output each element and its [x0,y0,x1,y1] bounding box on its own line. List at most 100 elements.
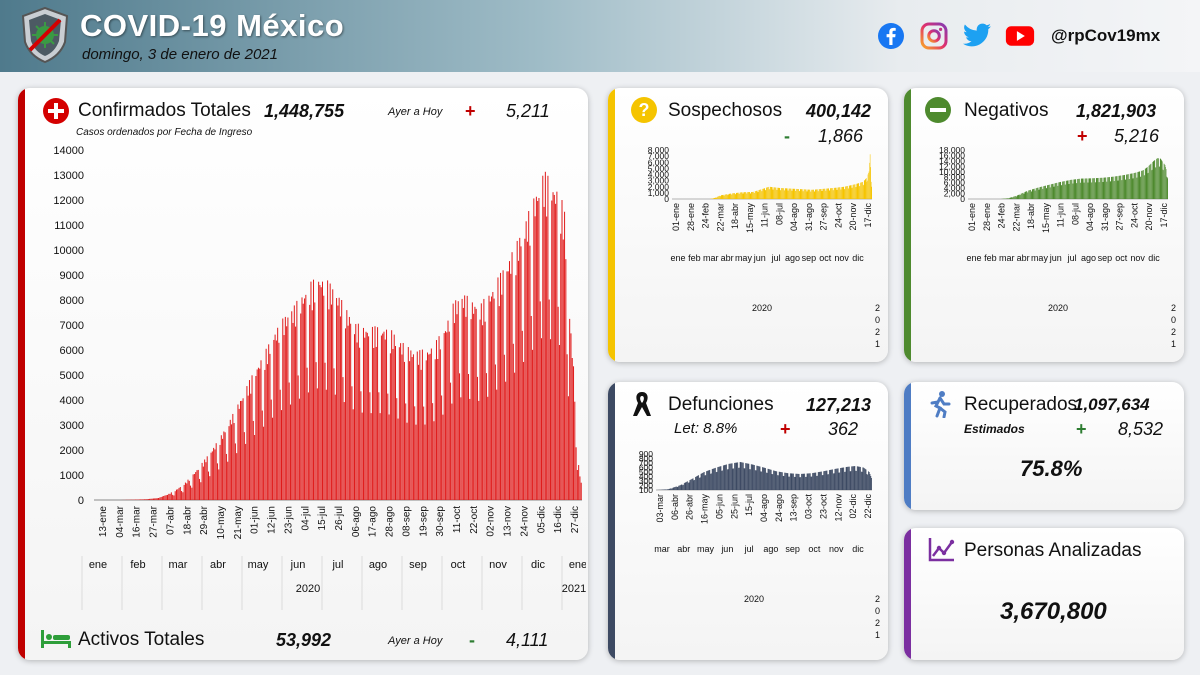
data-bar [1116,176,1118,199]
data-bar [202,466,204,500]
year-label-char: 1 [875,339,880,349]
month-label: jun [753,253,766,263]
data-bar [1148,165,1150,199]
data-bar [1141,170,1142,199]
youtube-icon[interactable] [1005,21,1035,51]
x-tick-label: 17-dic [863,203,873,228]
data-bar [222,438,224,500]
data-bar [1130,173,1132,199]
data-bar [493,298,495,500]
twitter-icon[interactable] [962,21,992,51]
data-bar [1138,171,1140,199]
data-bar [831,469,833,490]
data-bar [357,323,359,500]
data-bar [826,188,828,199]
data-bar [754,192,755,199]
data-bar [529,245,531,500]
data-bar [259,368,261,500]
x-tick-label: 07-abr [165,505,176,535]
data-bar [297,375,299,500]
data-bar [521,330,523,500]
facebook-icon[interactable] [876,21,906,51]
data-bar [726,464,727,490]
data-bar [788,476,790,490]
data-bar [164,495,166,500]
data-bar [789,473,791,490]
x-tick-label: 22-mar [715,203,725,232]
data-bar [835,187,836,199]
data-bar [694,479,696,490]
year-label: 2021 [562,583,586,595]
data-bar [1099,177,1101,199]
data-bar [839,187,841,199]
data-bar [761,191,763,199]
data-bar [711,473,712,490]
x-tick-label: 04-ago [759,494,769,522]
x-tick-label: 19-sep [418,506,429,537]
data-bar [232,413,234,500]
data-bar [197,469,199,500]
year-label-char: 0 [1171,315,1176,325]
data-bar [515,275,517,500]
data-bar [775,187,776,199]
confirmados-delta-sign: + [465,101,476,121]
data-bar [492,291,494,500]
month-label: jul [771,253,781,263]
data-bar [356,342,358,500]
data-bar [707,470,708,490]
data-bar [547,175,549,500]
data-bar [809,473,810,490]
data-bar [1072,183,1073,199]
year-label-char: 2 [875,327,880,337]
social-handle[interactable]: @rpCov19mx [1051,26,1161,45]
data-bar [845,186,846,199]
data-bar [482,325,484,500]
month-label: sep [802,253,817,263]
y-tick-label: 4,000 [944,183,966,193]
data-bar [255,376,257,500]
data-bar [386,329,388,500]
data-bar [810,476,812,490]
data-bar [571,358,573,500]
data-bar [234,443,236,500]
data-bar [826,188,827,199]
data-bar [1143,175,1145,199]
data-bar [766,472,768,490]
data-bar [423,406,425,500]
data-bar [776,189,777,199]
data-bar [828,190,830,199]
shield-virus-logo [21,6,69,64]
data-bar [837,468,839,490]
activos-value: 53,992 [276,630,332,650]
data-bar [1120,175,1122,199]
data-bar [1011,197,1013,199]
data-bar [414,406,416,500]
data-bar [869,154,871,199]
data-bar [776,189,778,199]
data-bar [1086,178,1088,199]
month-label: jun [720,544,733,554]
data-bar [801,189,803,199]
data-bar [1128,174,1129,199]
data-bar [801,473,803,490]
data-bar [825,470,827,490]
data-bar [1166,178,1168,199]
data-bar [858,183,860,199]
data-bar [773,187,775,199]
data-bar [711,469,713,490]
data-bar [251,375,253,500]
data-bar [546,216,548,500]
data-bar [210,452,212,500]
data-bar [715,197,717,199]
data-bar [1117,180,1118,199]
data-bar [865,179,866,199]
data-bar [424,424,426,500]
x-tick-label: 25-jun [729,494,739,519]
instagram-icon[interactable] [919,21,949,51]
data-bar [755,190,757,199]
data-bar [1155,167,1157,199]
data-bar [691,479,692,490]
data-bar [716,197,718,199]
data-bar [871,186,872,199]
